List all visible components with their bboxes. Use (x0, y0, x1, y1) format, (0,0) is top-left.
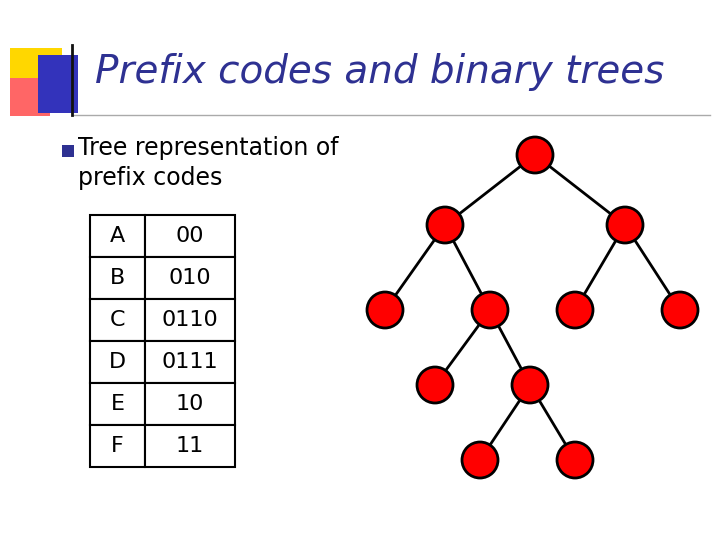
Circle shape (557, 442, 593, 478)
Bar (145, 215, 235, 257)
Circle shape (417, 367, 453, 403)
Text: D: D (109, 352, 126, 372)
Bar (38, 55, 78, 113)
Text: 010: 010 (168, 268, 211, 288)
Text: 00: 00 (176, 226, 204, 246)
Bar (90, 299, 145, 341)
Circle shape (367, 292, 403, 328)
Bar (90, 383, 145, 425)
Circle shape (517, 137, 553, 173)
Circle shape (472, 292, 508, 328)
Text: A: A (110, 226, 125, 246)
Circle shape (427, 207, 463, 243)
Circle shape (512, 367, 548, 403)
Bar (90, 215, 145, 257)
Bar (145, 425, 235, 467)
Circle shape (462, 442, 498, 478)
Bar (145, 299, 235, 341)
Text: 11: 11 (176, 436, 204, 456)
Text: B: B (110, 268, 125, 288)
Text: 0110: 0110 (161, 310, 218, 330)
Text: prefix codes: prefix codes (78, 166, 222, 190)
Bar (10, 48, 62, 100)
Text: F: F (111, 436, 124, 456)
Bar (62, 145, 74, 157)
Circle shape (662, 292, 698, 328)
Text: C: C (109, 310, 125, 330)
Bar (90, 257, 145, 299)
Text: Prefix codes and binary trees: Prefix codes and binary trees (95, 53, 665, 91)
Bar (145, 383, 235, 425)
Bar (90, 425, 145, 467)
Text: 0111: 0111 (162, 352, 218, 372)
Circle shape (557, 292, 593, 328)
Text: Tree representation of: Tree representation of (78, 136, 338, 160)
Text: 10: 10 (176, 394, 204, 414)
Bar (145, 257, 235, 299)
Bar (10, 78, 50, 116)
Bar (145, 341, 235, 383)
Circle shape (607, 207, 643, 243)
Bar (90, 341, 145, 383)
Text: E: E (110, 394, 125, 414)
